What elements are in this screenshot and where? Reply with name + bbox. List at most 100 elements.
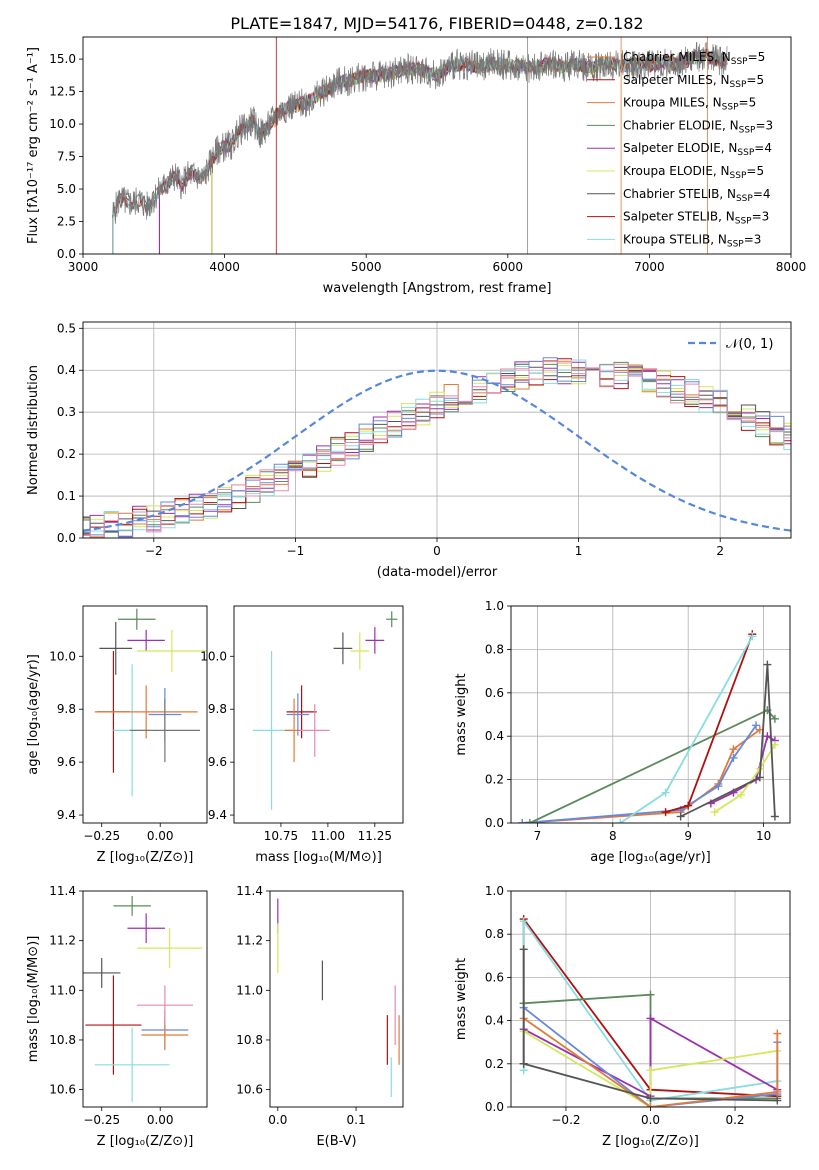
x-tick-label: 6000 (493, 260, 524, 274)
histogram-step (83, 361, 791, 538)
plus-marker (646, 1066, 655, 1075)
panel-spectrum: 3000 4000 5000 6000 7000 8000 0.0 2.5 5.0 7.5 10.0… (26, 36, 806, 296)
y-tick-label: 0.6 (485, 686, 504, 700)
x-axis-label: mass [log₁₀(M/M⊙)] (255, 850, 382, 865)
plus-marker (525, 819, 534, 823)
plus-marker (684, 801, 693, 810)
panel-residuals: −2 −1 0 1 2 0.0 0.1 0.2 0.3 0.4 0.5 (data-model)/er… (26, 321, 792, 580)
legend-text: =5 (746, 164, 764, 178)
x-tick-label: −0.2 (551, 1113, 580, 1127)
legend-text: =4 (754, 141, 772, 155)
plus-marker (773, 1096, 782, 1105)
panel-mass-weight-vs-age: 7 8 9 10 0.0 0.2 0.4 0.6 0.8 1.0 age [log₁₀(age/yr… (454, 599, 791, 865)
x-tick-label: −0.25 (83, 829, 120, 843)
y-tick-label: 11.4 (236, 884, 263, 898)
legend-subscript: SSP (739, 125, 756, 135)
errorbar-point (94, 685, 198, 739)
histogram-step (83, 363, 791, 534)
y-axis-label: mass weight (454, 673, 469, 755)
plus-marker (519, 1059, 528, 1068)
x-tick-label: 10 (756, 829, 771, 843)
plot-area (94, 608, 207, 797)
y-tick-label: 11.0 (49, 983, 76, 997)
errorbar-point (333, 632, 353, 665)
histogram-step (83, 363, 791, 528)
y-tick-label: 0.3 (57, 405, 76, 419)
errorbar-point (350, 632, 370, 670)
y-tick-label: 0.0 (57, 247, 76, 261)
normal-curve (83, 369, 791, 532)
plus-marker (676, 812, 685, 821)
x-tick-label: 3000 (68, 260, 99, 274)
y-tick-label: 10.0 (49, 649, 76, 663)
panel-mass-vs-ebv: 0.0 0.1 10.6 10.8 11.0 11.2 11.4 E(B-V) (236, 884, 404, 1149)
x-tick-label: 11.00 (311, 829, 345, 843)
y-axis-label: mass [log₁₀(M/M⊙)] (26, 936, 41, 1063)
y-tick-label: 15.0 (49, 52, 76, 66)
plus-marker (519, 945, 528, 954)
legend: Chabrier MILES, NSSP=5 Salpeter MILES, NS… (587, 50, 773, 249)
axes-frame (82, 890, 208, 1108)
mass-weight-line (522, 949, 778, 1102)
legend-subscript: SSP (730, 80, 747, 90)
plot-area (83, 895, 203, 1103)
x-axis-label: Z [log₁₀(Z/Z⊙)] (97, 1134, 194, 1149)
y-tick-label: 9.4 (208, 808, 227, 822)
legend-label: Salpeter STELIB, NSSP=3 (623, 210, 769, 227)
x-tick-label: 0 (433, 544, 441, 558)
panel-age-vs-mass: 10.75 11.00 11.25 9.4 9.6 9.8 10.0 mass [log₁₀(… (200, 605, 404, 865)
y-tick-label: 10.6 (49, 1083, 76, 1097)
x-axis-label: E(B-V) (316, 1134, 356, 1149)
plus-marker (773, 1029, 782, 1038)
y-axis-label: Flux [fλ10⁻¹⁷ erg cm⁻² s⁻¹ A⁻¹] (26, 47, 41, 244)
y-tick-label: 9.8 (208, 702, 227, 716)
legend-text: =3 (744, 232, 762, 246)
plus-marker (752, 721, 761, 730)
plus-marker (661, 808, 670, 817)
axes-frame (233, 605, 404, 824)
errorbar-point (99, 621, 133, 675)
plot-area (277, 898, 400, 1098)
x-axis-label: (data-model)/error (377, 565, 498, 580)
plus-marker (770, 714, 779, 723)
plus-marker (755, 773, 764, 782)
errorbar-point (127, 629, 165, 651)
x-axis-label: wavelength [Angstrom, rest frame] (323, 281, 552, 296)
x-tick-label: −2 (145, 544, 163, 558)
y-tick-label: 0.0 (57, 531, 76, 545)
plot-area (112, 37, 728, 254)
observed-spectrum-line (112, 41, 728, 224)
legend: 𝒩(0, 1) (688, 337, 773, 352)
legend-label: Kroupa ELODIE, NSSP=5 (623, 164, 764, 181)
legend-text: =3 (755, 118, 773, 132)
plus-marker (710, 808, 719, 817)
errorbar-point (94, 1027, 170, 1103)
legend-text: =5 (739, 96, 757, 110)
errorbar-point (118, 608, 156, 630)
errorbar-point (136, 928, 203, 968)
x-tick-label: 0.2 (725, 1113, 744, 1127)
y-axis-label: mass weight (454, 958, 469, 1040)
axes-frame (510, 890, 791, 1108)
y-tick-label: 0.1 (57, 489, 76, 503)
x-tick-label: 0.00 (147, 1113, 174, 1127)
plus-marker (518, 819, 527, 823)
y-tick-label: 0.0 (485, 816, 504, 830)
x-tick-label: 0.00 (147, 829, 174, 843)
y-tick-label: 10.0 (200, 649, 227, 663)
mass-weight-line (523, 1030, 778, 1107)
x-tick-label: 0.0 (641, 1113, 660, 1127)
mass-weight-line (714, 744, 776, 813)
x-tick-label: 2 (716, 544, 724, 558)
y-tick-label: 1.0 (485, 884, 504, 898)
y-tick-label: 0.4 (485, 729, 504, 743)
y-tick-label: 11.4 (49, 884, 76, 898)
legend-label: Chabrier MILES, NSSP=5 (623, 50, 765, 67)
histogram-step (83, 358, 791, 528)
legend-label: Salpeter MILES, NSSP=5 (623, 73, 764, 90)
x-tick-label: 9 (684, 829, 692, 843)
errorbar-point (136, 985, 193, 1026)
y-tick-label: 11.2 (236, 934, 263, 948)
legend-label: Salpeter ELODIE, NSSP=4 (623, 141, 772, 158)
plus-marker (773, 1087, 782, 1096)
